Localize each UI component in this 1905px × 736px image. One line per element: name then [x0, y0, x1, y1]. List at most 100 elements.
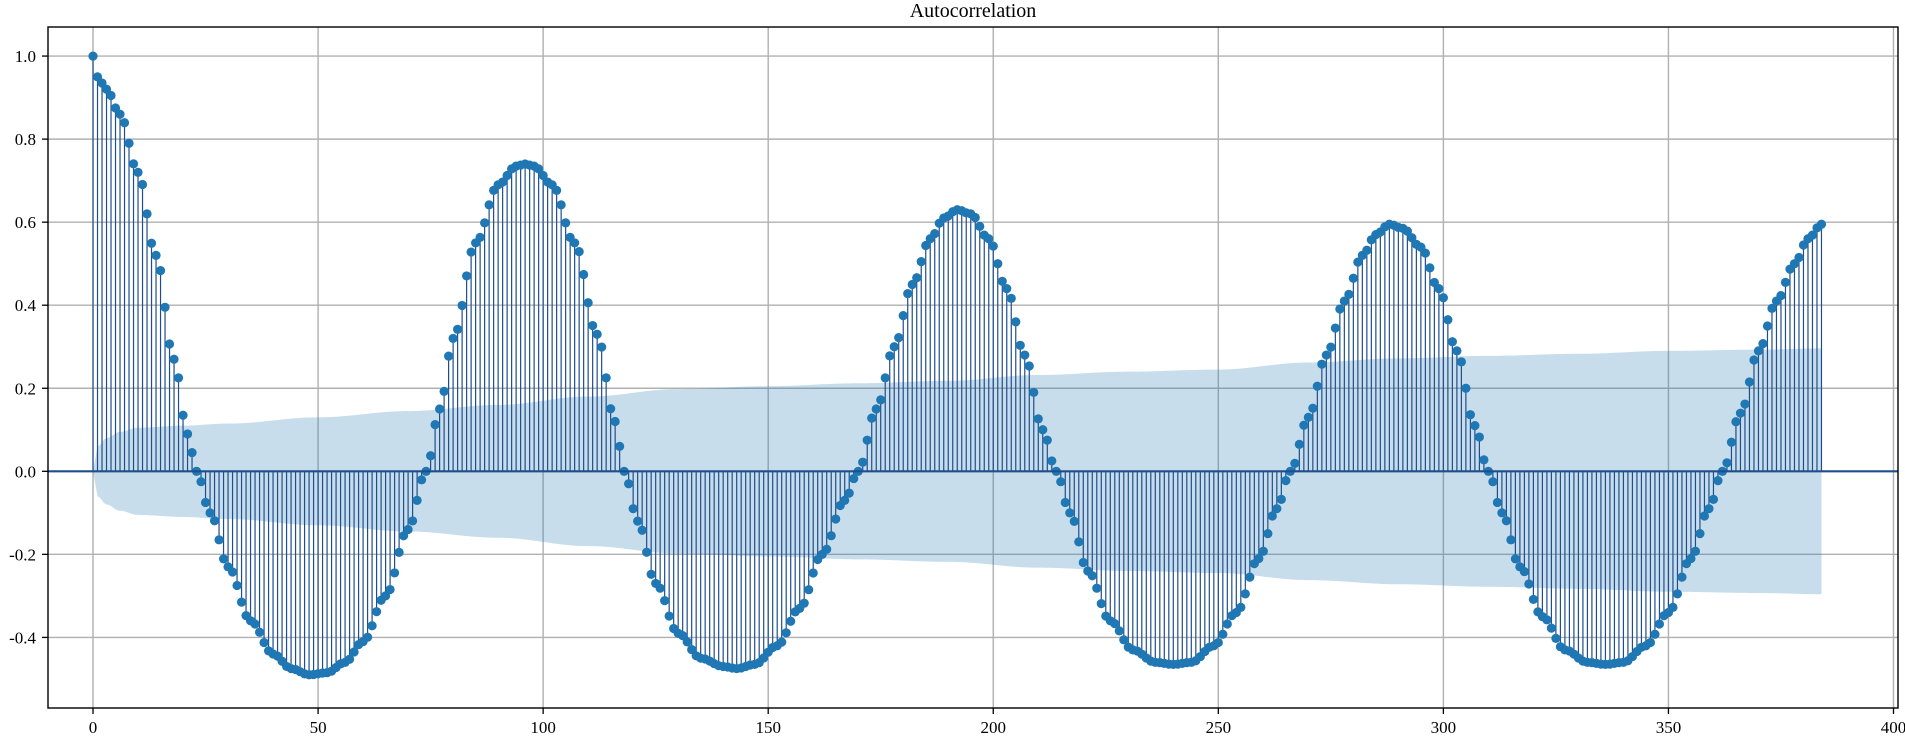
marker-216: [1060, 497, 1070, 508]
marker-320: [1528, 594, 1539, 605]
marker-372: [1762, 321, 1773, 331]
marker-200: [988, 241, 998, 251]
y-tick-label: 0.0: [15, 462, 36, 481]
marker-297: [1425, 263, 1435, 273]
marker-29: [218, 554, 229, 564]
marker-313: [1497, 508, 1507, 518]
marker-70: [403, 524, 413, 535]
marker-116: [610, 416, 620, 427]
marker-86: [475, 232, 485, 242]
marker-250: [1213, 637, 1223, 648]
marker-262: [1267, 511, 1277, 521]
marker-69: [398, 531, 409, 541]
marker-260: [1258, 546, 1268, 556]
marker-277: [1335, 304, 1345, 314]
marker-132: [682, 637, 692, 647]
marker-9: [128, 159, 139, 169]
marker-153: [777, 637, 787, 647]
marker-76: [430, 419, 440, 430]
marker-275: [1326, 342, 1336, 352]
marker-63: [371, 607, 382, 617]
marker-121: [633, 516, 643, 526]
marker-174: [871, 404, 881, 414]
marker-229: [1119, 635, 1129, 645]
marker-18: [169, 354, 179, 364]
marker-196: [970, 212, 980, 223]
marker-209: [1029, 387, 1039, 398]
marker-61: [362, 632, 373, 642]
marker-227: [1110, 618, 1120, 629]
marker-167: [840, 495, 850, 505]
marker-72: [412, 495, 422, 505]
marker-169: [849, 473, 859, 484]
marker-351: [1668, 602, 1678, 612]
marker-273: [1317, 359, 1327, 369]
marker-307: [1470, 421, 1480, 431]
marker-355: [1686, 553, 1696, 564]
marker-105: [561, 218, 571, 228]
marker-57: [344, 654, 355, 664]
x-tick-label: 100: [530, 718, 556, 736]
marker-270: [1303, 412, 1313, 422]
marker-217: [1065, 508, 1075, 518]
marker-272: [1312, 381, 1322, 391]
marker-8: [124, 138, 134, 148]
marker-13: [146, 238, 157, 248]
marker-12: [142, 209, 152, 219]
marker-202: [997, 276, 1007, 286]
marker-65: [380, 591, 391, 601]
stem-layer: [92, 56, 1823, 675]
marker-212: [1042, 435, 1052, 445]
marker-92: [502, 170, 512, 181]
marker-182: [907, 279, 917, 290]
marker-305: [1461, 383, 1471, 393]
marker-296: [1420, 248, 1430, 258]
marker-220: [1078, 557, 1088, 568]
marker-187: [930, 228, 940, 239]
marker-292: [1402, 226, 1412, 236]
marker-367: [1740, 399, 1750, 409]
marker-323: [1542, 615, 1552, 625]
marker-160: [808, 568, 818, 578]
marker-36: [250, 619, 260, 629]
marker-173: [867, 413, 877, 423]
marker-27: [209, 516, 220, 526]
marker-318: [1519, 566, 1529, 577]
marker-197: [975, 221, 985, 231]
marker-281: [1353, 257, 1363, 267]
marker-363: [1722, 458, 1732, 468]
marker-11: [137, 179, 148, 190]
marker-352: [1672, 589, 1683, 599]
marker-314: [1501, 516, 1511, 526]
marker-348: [1654, 619, 1665, 629]
marker-155: [786, 616, 796, 626]
marker-204: [1006, 293, 1016, 303]
marker-324: [1546, 623, 1557, 633]
marker-263: [1272, 504, 1282, 514]
marker-0: [88, 51, 98, 61]
marker-176: [880, 373, 890, 383]
marker-205: [1011, 317, 1021, 327]
marker-22: [187, 448, 197, 458]
marker-215: [1056, 477, 1066, 487]
plot-frame: [47, 26, 1899, 709]
marker-384: [1816, 219, 1827, 229]
x-tick-label: 300: [1431, 718, 1457, 736]
marker-375: [1776, 290, 1786, 301]
marker-269: [1299, 420, 1309, 430]
marker-82: [457, 300, 467, 311]
x-tick-label: 200: [981, 718, 1007, 736]
marker-370: [1753, 346, 1764, 356]
marker-185: [921, 240, 931, 251]
marker-371: [1758, 338, 1768, 349]
marker-293: [1407, 233, 1417, 243]
marker-62: [367, 621, 377, 631]
marker-207: [1020, 350, 1030, 360]
marker-75: [426, 451, 436, 461]
marker-267: [1290, 458, 1300, 469]
marker-7: [119, 118, 130, 128]
marker-168: [844, 488, 854, 498]
marker-104: [556, 200, 566, 210]
marker-83: [462, 271, 472, 281]
marker-164: [826, 531, 836, 541]
